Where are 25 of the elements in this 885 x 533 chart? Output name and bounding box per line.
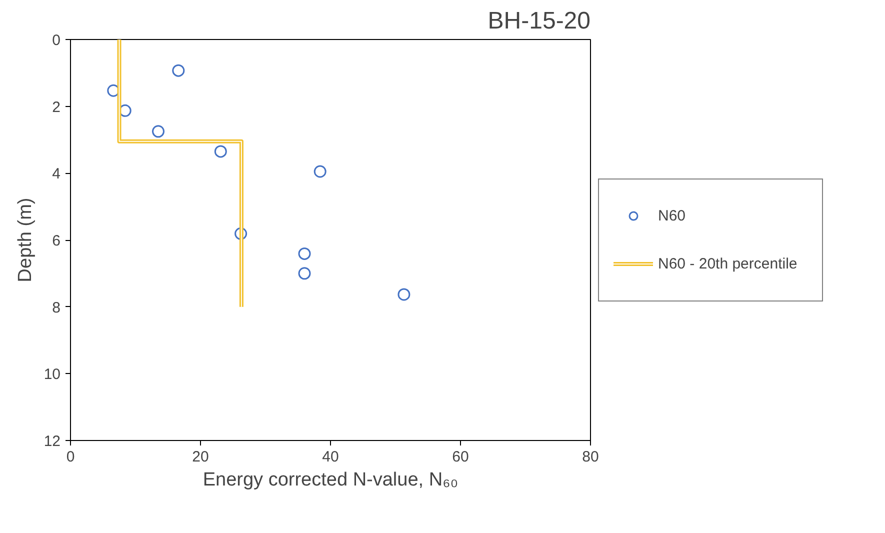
point xyxy=(298,267,311,280)
x-axis-title: Energy corrected N-value, N₆₀ xyxy=(202,470,458,490)
point xyxy=(298,247,311,260)
point xyxy=(314,165,326,178)
x-tick-label: 20 xyxy=(192,448,209,466)
y-tick-label: 0 xyxy=(52,32,60,49)
point xyxy=(234,227,248,240)
y-axis-title: Depth (m) xyxy=(14,198,36,282)
y-tick-label: 4 xyxy=(52,166,60,183)
point xyxy=(172,64,185,77)
legend-label: N60 - 20th percentile xyxy=(658,254,798,274)
y-tick-label: 12 xyxy=(44,433,61,450)
y-tick-label: 2 xyxy=(52,98,60,116)
x-tick-label: 60 xyxy=(452,448,469,466)
point xyxy=(152,125,164,138)
text: BH-15-20 xyxy=(488,8,591,34)
point xyxy=(398,288,410,301)
point xyxy=(214,145,227,158)
x-tick-label: 0 xyxy=(66,448,75,466)
y-tick-label: 6 xyxy=(52,232,60,250)
y-tick-label: 8 xyxy=(52,299,60,316)
y-tick-label: 10 xyxy=(44,366,61,384)
legend-label: N60 xyxy=(658,206,687,226)
x-tick-label: 80 xyxy=(582,448,599,466)
x-tick-label: 40 xyxy=(322,448,339,466)
